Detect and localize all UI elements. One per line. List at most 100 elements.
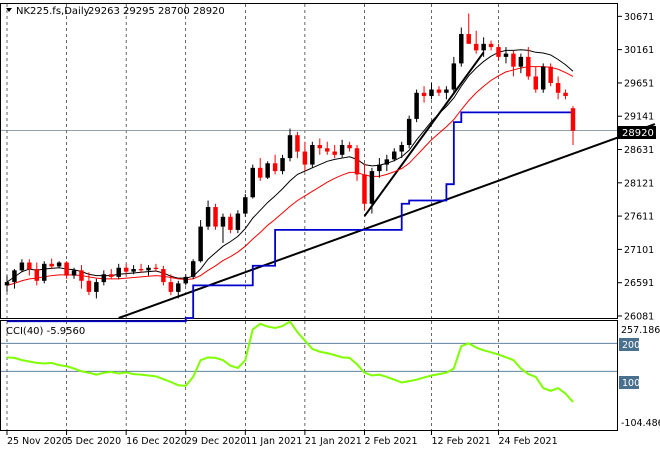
candle-body: [109, 274, 114, 277]
candle-body: [511, 53, 516, 67]
channel-step-line: [7, 111, 573, 323]
candle-body: [347, 145, 352, 149]
candle-body: [339, 145, 345, 155]
indicator-plot-frame: [0, 320, 618, 431]
candle-body: [533, 76, 538, 90]
y-tick-label: 27101: [624, 245, 654, 256]
candle-body: [384, 159, 390, 165]
candle-body: [123, 267, 129, 272]
candle-body: [205, 207, 211, 227]
candle-body: [257, 167, 263, 178]
x-tick-label: 12 Feb 2021: [432, 436, 491, 447]
y-tick-label: 30671: [624, 12, 654, 23]
y-tick-label: 28631: [624, 145, 654, 156]
y-tick-label: 29651: [624, 78, 654, 89]
candle-body: [369, 171, 375, 204]
ohlc-values: 29263 29295 28700 28920: [88, 6, 225, 17]
candle-body: [563, 92, 568, 97]
candle-body: [131, 269, 136, 272]
candle-body: [4, 282, 10, 286]
candle-body: [451, 63, 457, 90]
dropdown-triangle-icon[interactable]: [6, 8, 12, 12]
x-tick-label: 2 Feb 2021: [364, 436, 417, 447]
candle-body: [481, 43, 486, 51]
y-tick-label: 27611: [624, 212, 654, 223]
candle-body: [354, 148, 360, 175]
candle-body: [414, 92, 419, 119]
candle-body: [116, 267, 121, 277]
current-price-label: 28920: [622, 128, 654, 139]
candle-body: [295, 135, 300, 152]
candle-body: [406, 118, 412, 146]
candle-body: [176, 283, 181, 292]
candle-body: [56, 262, 62, 267]
candle-body: [101, 274, 107, 283]
candle-body: [265, 163, 270, 178]
level-200-label: 200: [622, 340, 640, 351]
candle-body: [49, 263, 54, 267]
candle-body: [153, 267, 159, 270]
candle-body: [570, 108, 576, 131]
candle-body: [473, 43, 479, 51]
candle-body: [436, 89, 442, 93]
x-tick-label: 11 Jan 2021: [245, 436, 302, 447]
cci-line: [6, 320, 574, 403]
x-tick-label: 16 Dec 2020: [126, 436, 187, 447]
y-tick-label: 26591: [624, 278, 654, 289]
candle-body: [466, 34, 471, 44]
level-100-label: 100: [622, 378, 640, 389]
candle-body: [146, 267, 151, 271]
price-series: [6, 49, 656, 323]
main-plot-frame: [0, 3, 618, 319]
candle-body: [94, 282, 99, 292]
y-tick-label: 26081: [624, 311, 654, 322]
level-100-box: [619, 376, 639, 389]
candle-body: [444, 89, 449, 93]
candle-body: [228, 216, 233, 230]
candle-body: [250, 167, 255, 198]
candle-body: [325, 148, 330, 152]
cci-series: [6, 320, 574, 403]
y-tick-label: 29141: [624, 112, 654, 123]
moving-average-slow-line: [6, 66, 574, 286]
cci-top-value: 257.1864: [621, 325, 660, 336]
candle-body: [71, 270, 77, 276]
candle-body: [168, 282, 174, 292]
candle-body: [235, 213, 241, 230]
current-price-box: [618, 126, 656, 139]
moving-average-fast-line: [6, 49, 574, 283]
x-tick-label: 24 Feb 2021: [499, 436, 558, 447]
cci-label: CCI(40) -5.9560: [6, 326, 85, 337]
candle-body: [399, 145, 404, 152]
candle-body: [488, 43, 494, 48]
level-200-box: [619, 338, 639, 351]
candle-body: [526, 56, 531, 77]
candle-body: [64, 262, 69, 276]
candle-body: [459, 34, 464, 64]
candle-body: [392, 151, 397, 160]
candle-body: [555, 82, 561, 93]
candle-body: [190, 261, 196, 277]
candle-body: [183, 276, 188, 284]
candle-body: [496, 47, 501, 57]
candle-body: [79, 270, 84, 281]
candle-body: [86, 280, 92, 292]
candle-body: [377, 164, 382, 172]
price-axis: 26081 26591 27101 27611 28121 28631 29141 29651…: [618, 12, 654, 322]
indicator-grid: [1, 321, 617, 430]
candle-body: [540, 66, 546, 90]
y-tick-label: 30161: [624, 45, 654, 56]
candle-body: [503, 53, 509, 57]
candle-body: [198, 226, 203, 262]
x-tick-label: 25 Nov 2020: [7, 436, 68, 447]
cci-bottom-value: -104.4865: [621, 418, 660, 429]
candle-body: [27, 262, 32, 270]
y-tick-label: 28121: [624, 178, 654, 189]
candles: [4, 13, 576, 299]
candle-body: [42, 263, 47, 281]
header: NK225.fs,Daily 29263 29295 28700 28920: [6, 6, 225, 17]
candle-body: [213, 207, 218, 227]
current-price-marker: 28920: [618, 126, 656, 139]
